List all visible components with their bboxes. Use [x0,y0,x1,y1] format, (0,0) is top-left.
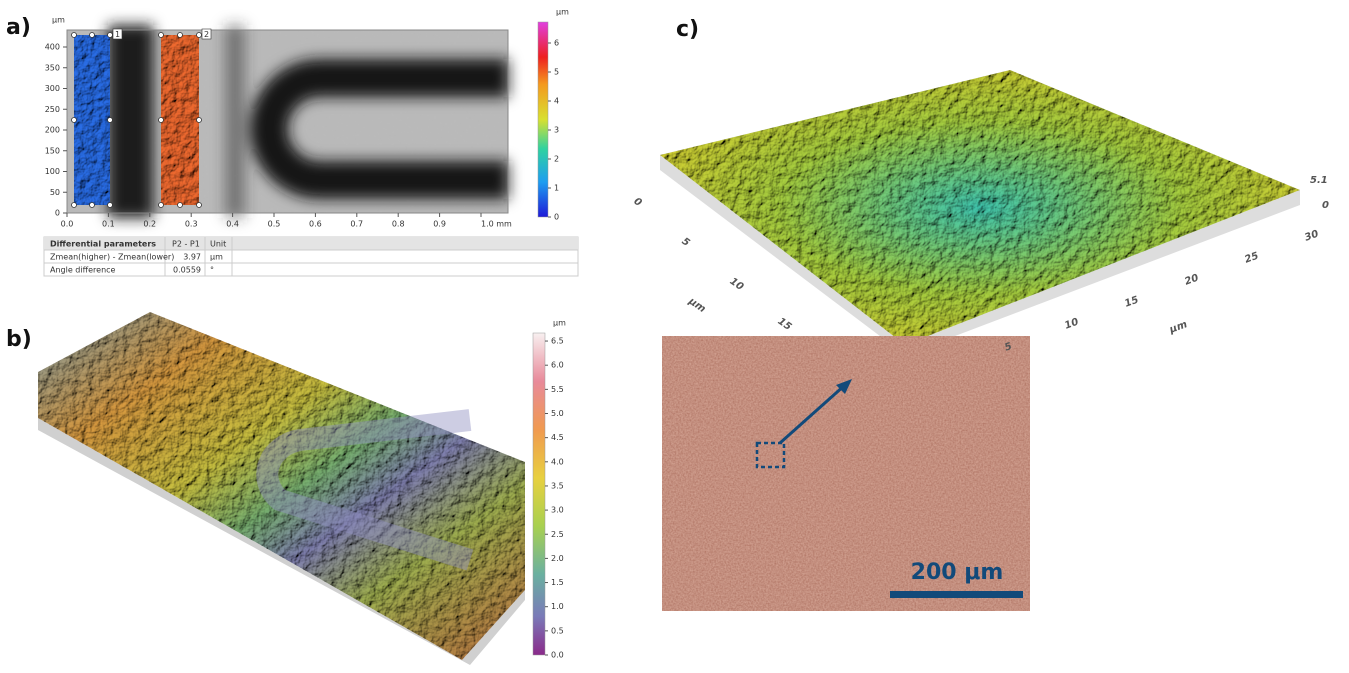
region-label: 1 [115,30,120,39]
x-tick-label: 1.0 mm [481,220,512,229]
table-header: Differential parameters [50,240,156,249]
panel-a: 1 2 μm μm [44,8,578,277]
y-tick-label: 100 [45,167,60,176]
colorbar-tick-label: 3 [554,126,559,135]
z-tick-label: 5.1 [1310,175,1328,186]
scale-bar [890,591,1023,598]
surface-3d [660,70,1300,345]
colorbar-tick-label: 4.5 [551,433,564,442]
table-cell: 3.97 [183,253,201,262]
axis-tick-label: 15 [1123,295,1140,310]
x-tick-label: 0.9 [433,220,446,229]
table-header: Unit [210,240,226,249]
region-1 [74,35,110,205]
axis-tick-label: 10 [1063,317,1080,332]
y-tick-label: 300 [45,84,60,93]
figure: 1 2 μm μm μm 200 μm μm μm a) b) [0,0,1349,673]
colorbar-tick-label: 1.5 [551,578,564,587]
panel-label: b) [6,327,32,352]
z-tick-label: 0 [1322,200,1329,211]
axis-unit: μm [686,295,708,315]
x-tick-label: 0.7 [350,220,363,229]
x-tick-label: 0.3 [185,220,198,229]
colorbar-tick-label: 6.0 [551,361,564,370]
x-tick-label: 0.1 [102,220,115,229]
table-cell: Zmean(higher) - Zmean(lower) [50,253,174,262]
colorbar-tick-label: 3.5 [551,481,564,490]
panel-label: c) [676,17,699,42]
x-tick-label: 0.6 [309,220,322,229]
colorbar-tick-label: 2.5 [551,530,564,539]
y-tick-label: 250 [45,105,60,114]
table-header: P2 - P1 [172,240,200,249]
axis-unit: μm [1167,319,1188,336]
colorbar-tick-label: 0 [554,213,559,222]
colorbar-unit: μm [553,319,566,328]
scale-bar-label: 200 μm [911,560,1004,585]
colorbar-tick-label: 0.0 [551,651,564,660]
y-tick-label: 200 [45,126,60,135]
axis-tick-label: 20 [1183,273,1200,288]
y-tick-label: 150 [45,146,60,155]
colorbar-tick-label: 5.5 [551,385,564,394]
x-tick-label: 0.4 [226,220,239,229]
colorbar-tick-label: 4 [554,97,559,106]
x-tick-label: 0.8 [392,220,405,229]
colorbar-tick-label: 2.0 [551,554,564,563]
y-tick-label: 0 [55,209,60,218]
colorbar-tick-label: 4.0 [551,457,564,466]
y-unit: μm [52,16,65,25]
colorbar [533,333,545,655]
colorbar [538,22,548,217]
region-label: 2 [204,30,209,39]
y-tick-label: 350 [45,63,60,72]
y-tick-label: 50 [50,188,60,197]
colorbar-tick-label: 3.0 [551,506,564,515]
axis-tick-label: 25 [1243,251,1260,266]
panel-c: 200 μm μm μm [660,70,1300,611]
colorbar-tick-label: 2 [554,155,559,164]
axis-tick-label: 15 [776,316,794,333]
table-cell: ° [210,266,214,275]
x-tick-label: 0.2 [143,220,156,229]
colorbar-tick-label: 0.5 [551,626,564,635]
axis-tick-label: 30 [1303,229,1320,244]
axis-tick-label: 10 [728,276,746,293]
colorbar-unit: μm [556,8,569,17]
table-cell: Angle difference [50,266,116,275]
panel-label: a) [6,15,31,40]
table-cell: 0.0559 [173,266,201,275]
colorbar-tick-label: 6.5 [551,337,564,346]
colorbar-tick-label: 5.0 [551,409,564,418]
x-tick-label: 0.5 [268,220,281,229]
axis-tick-label: 5 [680,236,692,249]
colorbar-tick-label: 5 [554,68,559,77]
colorbar-tick-label: 1.0 [551,602,564,611]
axis-tick-label: 0 [632,196,644,209]
x-tick-label: 0.0 [61,220,74,229]
panel-b: μm [38,312,566,665]
y-tick-label: 400 [45,43,60,52]
colorbar-tick-label: 6 [554,39,559,48]
region-2 [161,35,199,205]
table-cell: μm [210,253,223,262]
colorbar-tick-label: 1 [554,184,559,193]
